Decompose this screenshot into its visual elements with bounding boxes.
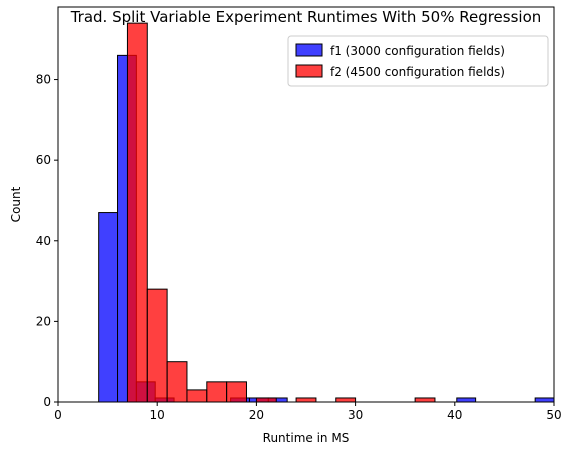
bar-series-1-bin-1	[98, 212, 119, 403]
bars-layer	[98, 22, 555, 403]
y-tick-label: 0	[43, 395, 51, 409]
y-tick-label: 60	[36, 153, 51, 167]
bar-series-2-bin-5	[206, 381, 228, 403]
bar-series-1-bin-11	[456, 397, 477, 403]
bar-series-2-bin-4	[186, 389, 208, 403]
y-tick-label: 80	[36, 73, 51, 87]
bar-series-2-bin-7	[255, 397, 277, 403]
x-tick-label: 10	[150, 408, 165, 422]
legend: f1 (3000 configuration fields) f2 (4500 c…	[287, 35, 549, 87]
plot-frame	[57, 6, 555, 403]
bar-series-2-bin-2	[146, 288, 168, 403]
bar-series-1-bin-12	[534, 397, 555, 403]
x-tick-label: 20	[249, 408, 264, 422]
legend-box	[287, 35, 549, 87]
bar-series-2-bin-9	[335, 397, 357, 403]
x-tick-label: 50	[546, 408, 561, 422]
bar-series-2-bin-3	[166, 361, 188, 403]
bar-series-2-bin-6	[226, 381, 247, 403]
bar-series-2-bin-1	[126, 22, 148, 403]
y-tick-label: 20	[36, 314, 51, 328]
bar-series-2-bin-8	[295, 397, 317, 403]
y-tick-label: 40	[36, 234, 51, 248]
x-tick-label: 40	[447, 408, 462, 422]
x-axis-label: Runtime in MS	[263, 431, 350, 445]
axes-layer: 0 10 20 30 40 50 0 20 40 60 80	[36, 73, 562, 422]
legend-swatch-1	[295, 43, 323, 57]
legend-label-2: f2 (4500 configuration fields)	[330, 65, 505, 79]
chart-title: Trad. Split Variable Experiment Runtimes…	[70, 8, 542, 26]
bar-series-2-bin-10	[414, 397, 436, 403]
y-axis-label: Count	[9, 186, 23, 222]
legend-label-1: f1 (3000 configuration fields)	[330, 44, 505, 58]
x-tick-label: 30	[348, 408, 363, 422]
x-tick-label: 0	[54, 408, 62, 422]
legend-swatch-2	[295, 64, 323, 78]
